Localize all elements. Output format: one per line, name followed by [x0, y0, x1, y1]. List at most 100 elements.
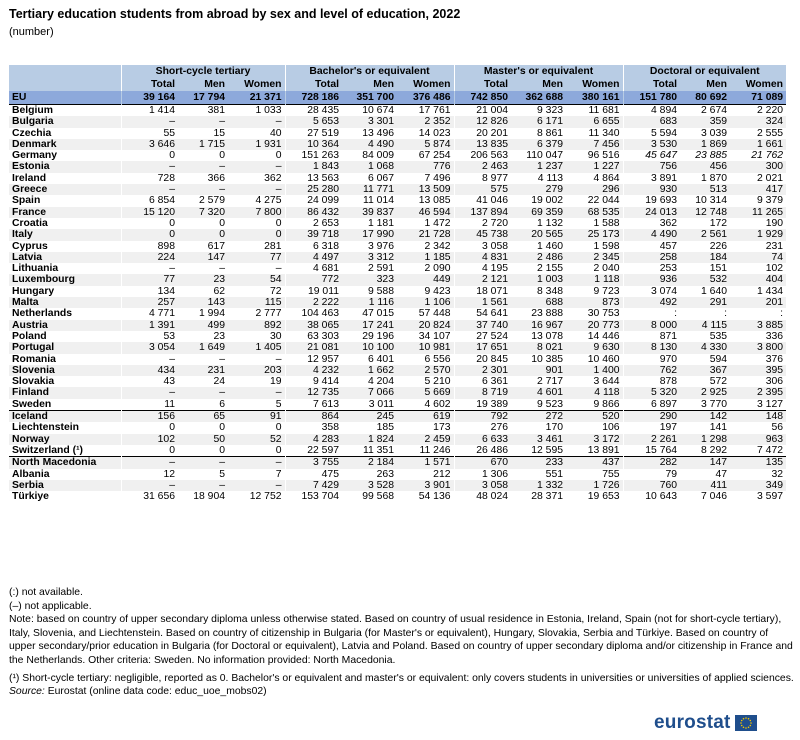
table-cell: 91 [228, 410, 285, 423]
table-cell: 4 490 [622, 229, 681, 241]
row-label: Portugal [9, 342, 121, 354]
table-cell: 1 661 [730, 138, 787, 151]
header-total: Total [284, 78, 342, 91]
row-label: Liechtenstein [9, 422, 121, 434]
table-cell: 4 204 [342, 376, 397, 388]
table-cell: 9 723 [566, 285, 624, 298]
table-cell: 0 [178, 217, 228, 230]
eu-flag-icon [734, 715, 757, 731]
table-cell: 282 [622, 456, 681, 469]
row-label: Luxembourg [9, 274, 121, 286]
table-cell: 25 280 [284, 184, 342, 196]
table-cell: 456 [680, 161, 731, 173]
table-cell: – [228, 387, 285, 399]
table-cell: 5 320 [622, 387, 681, 399]
table-cell: 20 773 [566, 319, 624, 331]
table-row: Austria 1 391 499 892 38 065 17 241 20 824 37 7… [9, 319, 787, 331]
table-cell: 290 [622, 410, 681, 423]
table-cell: 4 894 [622, 104, 681, 117]
table-cell: 74 [730, 251, 787, 264]
table-cell: 147 [680, 456, 731, 469]
table-cell: 3 058 [453, 479, 512, 492]
table-cell: 13 563 [284, 172, 342, 185]
table-cell: 449 [397, 274, 455, 286]
table-cell: 1 929 [730, 229, 787, 241]
table-cell: 619 [397, 410, 455, 423]
table-cell: 19 389 [453, 398, 512, 411]
table-cell: 30 [228, 330, 285, 343]
table-cell: 5 [178, 468, 228, 480]
table-cell: 0 [120, 150, 178, 162]
table-cell: 762 [622, 364, 681, 377]
table-cell: 404 [730, 274, 787, 286]
table-cell: 873 [566, 297, 624, 309]
table-cell: 351 700 [342, 91, 397, 105]
source-text: Eurostat (online data code: educ_uoe_mob… [47, 686, 267, 698]
table-cell: 2 486 [511, 251, 567, 264]
table-cell: 21 081 [284, 342, 342, 354]
table-cell: 970 [622, 353, 681, 365]
row-label: Türkiye [9, 491, 121, 503]
table-cell: 936 [622, 274, 681, 286]
table-row: Slovenia 434 231 203 4 232 1 662 2 570 2 301 901… [9, 364, 787, 377]
source-label: Source: [9, 686, 45, 698]
table-cell: – [178, 456, 228, 469]
table-cell: 27 519 [284, 127, 342, 139]
header-short-cycle: Short-cycle tertiary [120, 65, 285, 78]
table-cell: 17 761 [397, 104, 455, 117]
header-total: Total [453, 78, 512, 91]
table-cell: 30 753 [566, 308, 624, 320]
table-cell: 2 463 [453, 161, 512, 173]
table-cell: 1 662 [342, 364, 397, 377]
header-total: Total [622, 78, 681, 91]
table-cell: 901 [511, 364, 567, 377]
table-cell: 7 800 [228, 206, 285, 218]
table-cell: 6 854 [120, 195, 178, 207]
table-cell: 4 601 [511, 387, 567, 399]
table-cell: 54 [228, 274, 285, 286]
table-cell: 6 379 [511, 138, 567, 151]
table-body: EU 39 164 17 794 21 371 728 186 351 700 376 48… [9, 91, 787, 503]
table-cell: – [178, 184, 228, 196]
header-group-row: Short-cycle tertiary Bachelor's or equiv… [9, 65, 787, 78]
row-label: France [9, 206, 121, 218]
table-cell: 9 523 [511, 398, 567, 411]
table-cell: 871 [622, 330, 681, 343]
table-cell: 31 656 [120, 491, 178, 503]
table-cell: 742 850 [453, 91, 512, 105]
table-cell: 54 136 [397, 491, 455, 503]
table-cell: 395 [730, 364, 787, 377]
table-cell: 499 [178, 319, 228, 331]
table-cell: – [228, 456, 285, 469]
table-cell: 279 [511, 184, 567, 196]
row-label: North Macedonia [9, 456, 121, 469]
table-cell: 9 323 [511, 104, 567, 117]
table-cell: 10 460 [566, 353, 624, 365]
table-cell: 3 530 [622, 138, 681, 151]
table-cell: 19 693 [622, 195, 681, 207]
table-cell: 11 014 [342, 195, 397, 207]
table-cell: 2 777 [228, 308, 285, 320]
table-row: Denmark 3 646 1 715 1 931 10 364 4 490 5 874 13… [9, 138, 787, 151]
table-cell: 5 669 [397, 387, 455, 399]
table-cell: 7 429 [284, 479, 342, 492]
table-cell: 50 [178, 433, 228, 445]
table-cell: 1 237 [511, 161, 567, 173]
table-cell: 2 342 [397, 240, 455, 252]
table-cell: 1 843 [284, 161, 342, 173]
note-not-available: (:) not available. [9, 587, 83, 598]
table-cell: 197 [622, 422, 681, 434]
table-cell: 381 [178, 104, 228, 117]
table-cell: 47 [680, 468, 731, 480]
table-cell: 0 [120, 229, 178, 241]
table-cell: 86 432 [284, 206, 342, 218]
table-cell: 156 [120, 410, 178, 423]
table-cell: 21 728 [397, 229, 455, 241]
table-cell: 245 [342, 410, 397, 423]
table-cell: 0 [178, 422, 228, 434]
note-not-applicable: (–) not applicable. [9, 600, 92, 612]
table-cell: 231 [730, 240, 787, 252]
table-cell: 10 100 [342, 342, 397, 354]
table-cell: 366 [178, 172, 228, 185]
table-cell: 20 824 [397, 319, 455, 331]
